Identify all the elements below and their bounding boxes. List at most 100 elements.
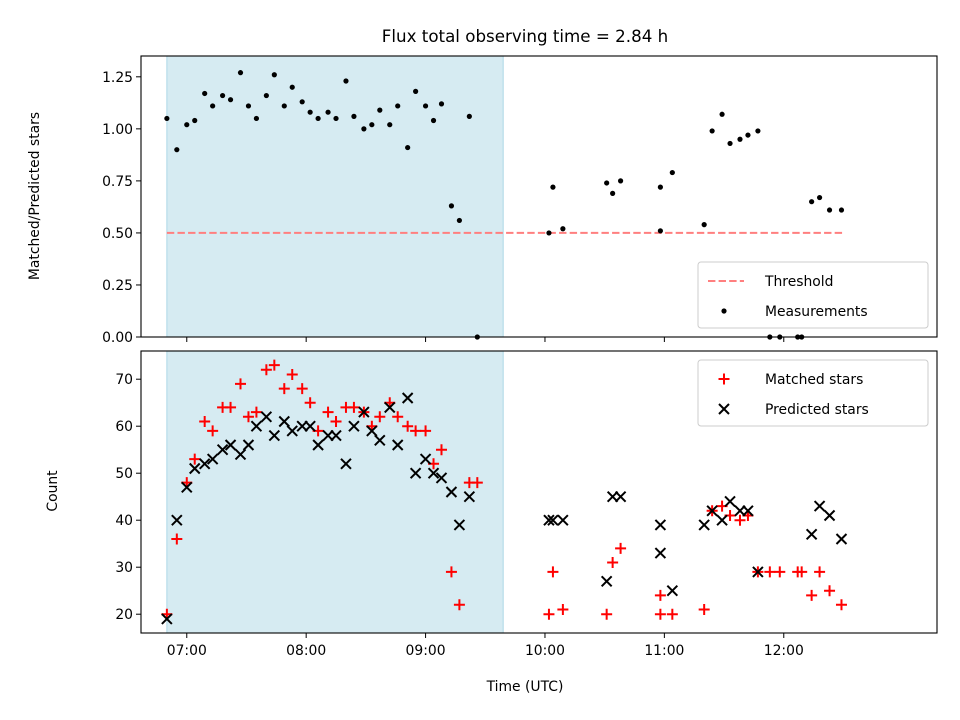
predicted-star-point <box>366 425 378 437</box>
matched-star-point <box>607 557 619 568</box>
matched-star-point <box>410 425 422 437</box>
measurement-point <box>227 97 234 103</box>
bottom-y-tick-label: 40 <box>115 513 133 529</box>
predicted-star-point <box>304 420 316 432</box>
measurement-point <box>361 126 367 132</box>
predicted-star-point <box>813 500 826 512</box>
matched-star-point <box>835 599 847 611</box>
legend-entry-label: Predicted stars <box>765 402 869 418</box>
predicted-star-point <box>752 566 764 578</box>
top-y-tick-label: 0.50 <box>102 226 133 242</box>
matched-star-point <box>286 369 298 380</box>
predicted-star-point <box>823 509 836 522</box>
predicted-star-point <box>445 486 458 498</box>
measurement-point <box>219 92 226 99</box>
top-plot: 0.00 0.25 0.50 0.75 1.00 1.25 Threshold Measure… <box>102 55 938 346</box>
predicted-star-point <box>463 490 476 503</box>
measurement-point <box>307 109 313 115</box>
matched-star-point <box>171 533 183 545</box>
measurement-point <box>422 103 429 109</box>
matched-star-point <box>348 401 360 413</box>
bottom-legend-box <box>697 359 929 427</box>
matched-star-point <box>471 477 483 489</box>
matched-star-point <box>543 608 555 620</box>
legend-predicted-swatch <box>718 403 730 415</box>
matched-star-point <box>435 444 447 456</box>
measurement-point <box>719 111 725 117</box>
matched-star-point <box>420 425 432 437</box>
measurement-point <box>560 226 566 232</box>
bottom-y-tick-label: 70 <box>115 372 133 388</box>
top-axes-frame <box>140 55 938 338</box>
predicted-star-point <box>171 514 183 526</box>
predicted-star-point <box>198 458 211 470</box>
predicted-star-point <box>401 392 414 404</box>
predicted-star-point <box>206 453 219 465</box>
matched-star-point <box>615 542 627 554</box>
top-shaded-span <box>166 55 504 338</box>
measurement-point <box>755 128 761 134</box>
matched-star-point <box>734 514 746 526</box>
measurement-point <box>809 199 815 205</box>
matched-star-point <box>806 589 818 601</box>
measurement-point <box>245 103 252 109</box>
measurement-point <box>387 122 393 128</box>
predicted-star-point <box>706 505 718 517</box>
predicted-star-point <box>242 439 255 451</box>
predicted-star-point <box>557 514 569 526</box>
predicted-star-point <box>384 401 396 414</box>
matched-star-point <box>260 364 272 376</box>
top-y-tick-label: 0.00 <box>102 330 133 346</box>
bottom-axes-frame <box>140 350 938 634</box>
matched-star-point <box>207 425 219 437</box>
bottom-y-tick-label: 50 <box>115 466 133 482</box>
matched-star-point <box>402 420 414 432</box>
predicted-star-point <box>409 467 422 479</box>
matched-star-point <box>322 406 334 418</box>
predicted-star-point <box>330 429 342 442</box>
matched-star-point <box>774 566 786 578</box>
predicted-star-point <box>286 425 298 437</box>
legend-entry-label: Matched stars <box>765 372 863 388</box>
measurement-point <box>617 178 624 184</box>
measurement-point <box>271 72 277 78</box>
predicted-star-point <box>547 514 559 526</box>
matched-star-point <box>225 401 237 413</box>
measurement-point <box>263 92 269 99</box>
measurement-point <box>438 101 445 107</box>
matched-star-point <box>445 566 457 578</box>
measurement-point <box>395 103 401 109</box>
matched-star-point <box>698 604 710 615</box>
bottom-y-tick-label: 20 <box>115 607 133 623</box>
measurement-point <box>343 78 349 84</box>
measurement-point <box>466 113 472 119</box>
predicted-star-point <box>260 411 273 423</box>
predicted-star-point <box>698 519 710 531</box>
bottom-shaded-span <box>166 350 504 634</box>
measurement-point <box>315 115 321 122</box>
measurement-point <box>448 203 455 209</box>
matched-star-point <box>278 383 290 395</box>
legend-entry-label: Threshold <box>764 274 833 290</box>
matched-star-point <box>250 406 262 418</box>
measurement-point <box>253 115 260 122</box>
predicted-star-point <box>543 514 555 526</box>
measurement-point <box>289 84 295 90</box>
predicted-star-point <box>189 462 201 475</box>
predicted-star-point <box>835 533 848 545</box>
predicted-star-point <box>161 613 173 625</box>
measurement-point <box>701 222 707 228</box>
measurement-point <box>657 228 663 234</box>
measurement-point <box>202 90 208 97</box>
predicted-star-point <box>250 420 263 432</box>
chart-title: Flux total observing time = 2.84 h <box>382 26 668 46</box>
measurement-point <box>405 144 411 151</box>
predicted-star-point <box>666 584 679 597</box>
measurement-point <box>430 117 437 124</box>
measurement-point <box>174 147 180 153</box>
legend-measurement-swatch <box>721 308 727 314</box>
matched-star-point <box>796 566 808 578</box>
matched-star-point <box>330 416 342 427</box>
predicted-star-point <box>742 505 754 517</box>
